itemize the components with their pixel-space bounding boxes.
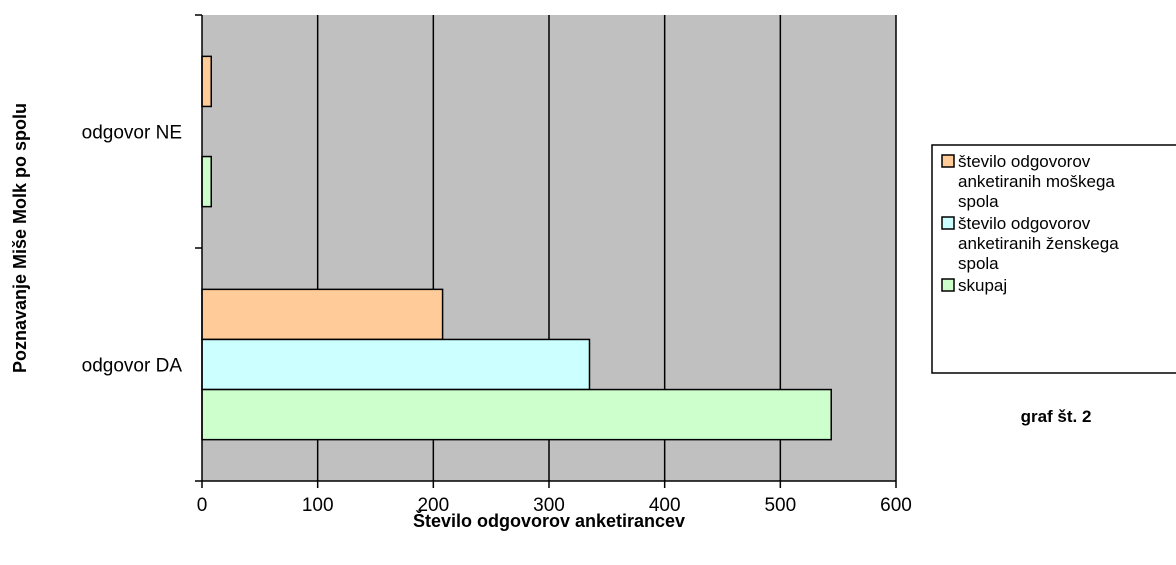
legend-label: spola	[958, 254, 999, 273]
legend-swatch	[941, 216, 955, 230]
legend-label: skupaj	[958, 276, 1007, 295]
bars	[201, 55, 832, 441]
x-tick-label: 100	[302, 495, 334, 516]
x-tick-label: 200	[417, 495, 449, 516]
y-category-label: odgovor DA	[82, 356, 183, 377]
x-axis-title: Število odgovorov anketirancev	[413, 510, 685, 531]
legend-label: anketiranih moškega	[958, 172, 1115, 191]
bar	[201, 338, 591, 391]
gridlines	[316, 15, 897, 481]
x-tick-label: 400	[649, 495, 681, 516]
bar	[201, 388, 832, 441]
chart-note: graf št. 2	[1021, 407, 1092, 426]
legend-label: število odgovorov	[958, 152, 1091, 171]
legend-swatch	[941, 154, 955, 168]
x-tick-label: 600	[880, 495, 912, 516]
y-category-label: odgovor NE	[82, 123, 182, 144]
x-tick-label: 0	[197, 495, 208, 516]
x-tick-label: 500	[764, 495, 796, 516]
bar	[201, 55, 213, 108]
legend-box	[931, 144, 1176, 374]
legend-label: anketiranih ženskega	[958, 234, 1119, 253]
y-axis-title: Poznavanje Miše Molk po spolu	[10, 103, 30, 373]
x-tick-label: 300	[533, 495, 565, 516]
legend-label: spola	[958, 192, 999, 211]
legend-label: število odgovorov	[958, 214, 1091, 233]
bar	[201, 288, 444, 341]
bar	[201, 155, 213, 208]
y-category-labels: odgovor DA odgovor NE	[82, 123, 183, 377]
axes	[195, 14, 897, 488]
legend-swatch	[941, 278, 955, 292]
x-tick-labels: 0 100 200 300 400 500 600	[197, 495, 912, 516]
